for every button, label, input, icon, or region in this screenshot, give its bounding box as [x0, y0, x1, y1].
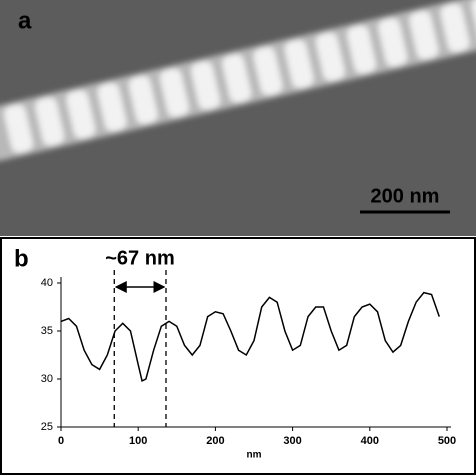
y-tick-label: 25 [41, 421, 53, 433]
x-axis-label: nm [247, 450, 262, 461]
panel-label: b [14, 245, 29, 272]
x-tick-label: 0 [58, 435, 64, 447]
x-tick-label: 400 [361, 435, 379, 447]
y-tick-label: 35 [41, 325, 53, 337]
panel-label: a [18, 7, 32, 34]
scale-bar-label: 200 nm [371, 185, 440, 207]
x-tick-label: 500 [438, 435, 456, 447]
y-tick-label: 40 [41, 277, 53, 289]
chart-panel [0, 237, 476, 475]
data-line [60, 291, 440, 383]
x-tick-label: 100 [129, 435, 147, 447]
x-tick-label: 200 [206, 435, 224, 447]
x-tick-label: 300 [283, 435, 301, 447]
fiber [0, 0, 476, 162]
y-tick-label: 30 [41, 373, 53, 385]
annotation: ~67 nm [105, 247, 174, 269]
